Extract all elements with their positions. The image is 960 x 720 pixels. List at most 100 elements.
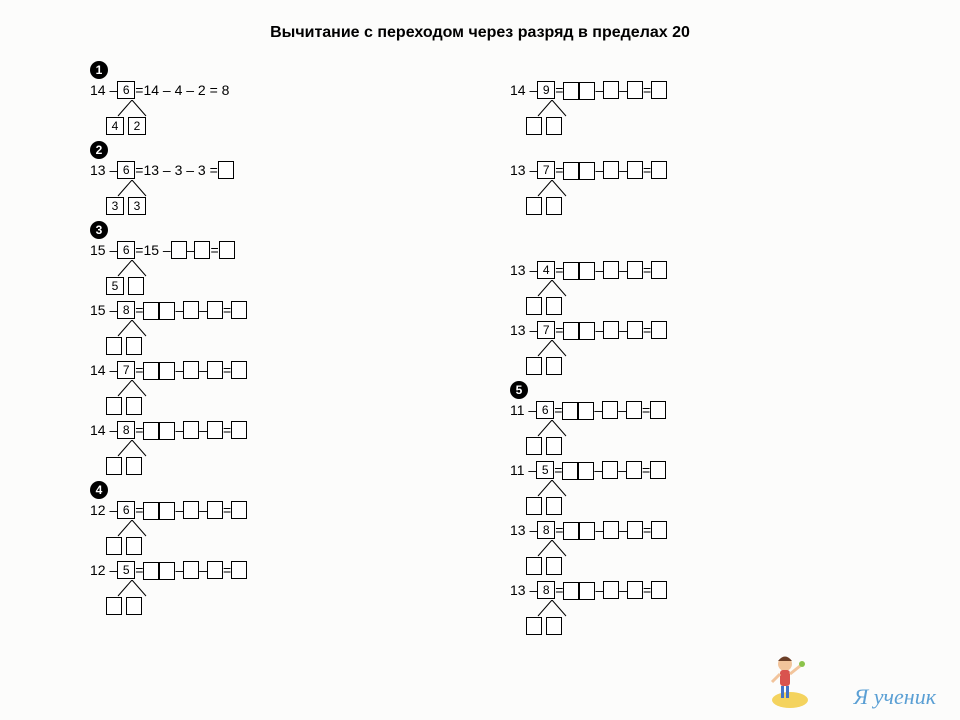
answer-box[interactable] xyxy=(106,457,122,475)
answer-box[interactable] xyxy=(106,397,122,415)
answer-box[interactable] xyxy=(231,561,247,579)
two-digit-box[interactable] xyxy=(562,461,594,480)
answer-box[interactable] xyxy=(546,497,562,515)
answer-box[interactable] xyxy=(651,581,667,599)
answer-box[interactable] xyxy=(627,581,643,599)
two-digit-box[interactable] xyxy=(563,581,595,600)
two-digit-box[interactable] xyxy=(563,261,595,280)
two-digit-box[interactable] xyxy=(143,561,175,580)
answer-box[interactable] xyxy=(627,321,643,339)
answer-box[interactable] xyxy=(207,361,223,379)
answer-box[interactable] xyxy=(526,197,542,215)
answer-box[interactable] xyxy=(106,597,122,615)
kid-icon xyxy=(760,652,810,712)
answer-box[interactable] xyxy=(627,81,643,99)
answer-box[interactable] xyxy=(207,421,223,439)
answer-box[interactable] xyxy=(126,597,142,615)
answer-box[interactable] xyxy=(218,161,234,179)
answer-box[interactable] xyxy=(650,401,666,419)
answer-box[interactable] xyxy=(183,421,199,439)
answer-box[interactable] xyxy=(219,241,235,259)
answer-box[interactable] xyxy=(626,461,642,479)
two-digit-box[interactable] xyxy=(143,301,175,320)
answer-box[interactable] xyxy=(128,277,144,295)
answer-box[interactable] xyxy=(627,261,643,279)
answer-box[interactable] xyxy=(546,297,562,315)
equation-row: 14 – 6 = 14 – 4 – 2 = 8 xyxy=(90,80,229,99)
answer-box[interactable] xyxy=(626,401,642,419)
number-box: 6 xyxy=(117,501,135,519)
answer-box[interactable] xyxy=(207,301,223,319)
left-column: 114 – 6 = 14 – 4 – 2 = 842213 – 6 = 13 –… xyxy=(90,60,470,620)
answer-box[interactable] xyxy=(651,161,667,179)
number-box: 5 xyxy=(117,561,135,579)
answer-box[interactable] xyxy=(207,501,223,519)
answer-box[interactable] xyxy=(126,537,142,555)
split-boxes xyxy=(524,196,564,215)
answer-box[interactable] xyxy=(651,81,667,99)
two-digit-box[interactable] xyxy=(563,81,595,100)
number-box: 9 xyxy=(537,81,555,99)
answer-box[interactable] xyxy=(603,521,619,539)
answer-box[interactable] xyxy=(126,397,142,415)
answer-box[interactable] xyxy=(183,301,199,319)
two-digit-box[interactable] xyxy=(563,521,595,540)
answer-box[interactable] xyxy=(651,321,667,339)
answer-box[interactable] xyxy=(194,241,210,259)
problem-badge: 4 xyxy=(90,481,108,499)
answer-box[interactable] xyxy=(627,521,643,539)
answer-box[interactable] xyxy=(526,117,542,135)
problem-badge: 1 xyxy=(90,61,108,79)
number-box: 5 xyxy=(536,461,554,479)
answer-box[interactable] xyxy=(546,437,562,455)
split-boxes xyxy=(524,356,564,375)
answer-box[interactable] xyxy=(126,337,142,355)
answer-box[interactable] xyxy=(526,357,542,375)
answer-box[interactable] xyxy=(526,617,542,635)
answer-box[interactable] xyxy=(603,321,619,339)
answer-box[interactable] xyxy=(651,521,667,539)
answer-box[interactable] xyxy=(650,461,666,479)
two-digit-box[interactable] xyxy=(143,421,175,440)
answer-box[interactable] xyxy=(546,357,562,375)
answer-box[interactable] xyxy=(106,337,122,355)
answer-box[interactable] xyxy=(602,461,618,479)
answer-box[interactable] xyxy=(602,401,618,419)
answer-box[interactable] xyxy=(603,261,619,279)
problem-badge: 3 xyxy=(90,221,108,239)
answer-box[interactable] xyxy=(231,501,247,519)
answer-box[interactable] xyxy=(231,361,247,379)
answer-box[interactable] xyxy=(546,197,562,215)
answer-box[interactable] xyxy=(546,557,562,575)
equation-row: 13 – 4 = – – = xyxy=(510,260,667,280)
problem: 13 – 4 = – – = xyxy=(510,260,890,320)
answer-box[interactable] xyxy=(603,581,619,599)
answer-box[interactable] xyxy=(627,161,643,179)
answer-box[interactable] xyxy=(603,81,619,99)
two-digit-box[interactable] xyxy=(143,501,175,520)
answer-box[interactable] xyxy=(207,561,223,579)
answer-box[interactable] xyxy=(231,421,247,439)
number-box: 8 xyxy=(117,301,135,319)
answer-box[interactable] xyxy=(546,617,562,635)
two-digit-box[interactable] xyxy=(563,321,595,340)
answer-box[interactable] xyxy=(546,117,562,135)
right-column: 14 – 9 = – – = 13 – 7 = – – = 13 – 4 = –… xyxy=(510,60,890,640)
answer-box[interactable] xyxy=(171,241,187,259)
answer-box[interactable] xyxy=(183,561,199,579)
answer-box[interactable] xyxy=(126,457,142,475)
problem: 315 – 6 = 15 – – = 5 xyxy=(90,220,470,300)
answer-box[interactable] xyxy=(183,361,199,379)
answer-box[interactable] xyxy=(106,537,122,555)
two-digit-box[interactable] xyxy=(562,401,594,420)
answer-box[interactable] xyxy=(183,501,199,519)
answer-box[interactable] xyxy=(651,261,667,279)
answer-box[interactable] xyxy=(526,297,542,315)
answer-box[interactable] xyxy=(231,301,247,319)
two-digit-box[interactable] xyxy=(563,161,595,180)
answer-box[interactable] xyxy=(526,497,542,515)
answer-box[interactable] xyxy=(526,437,542,455)
answer-box[interactable] xyxy=(526,557,542,575)
answer-box[interactable] xyxy=(603,161,619,179)
two-digit-box[interactable] xyxy=(143,361,175,380)
